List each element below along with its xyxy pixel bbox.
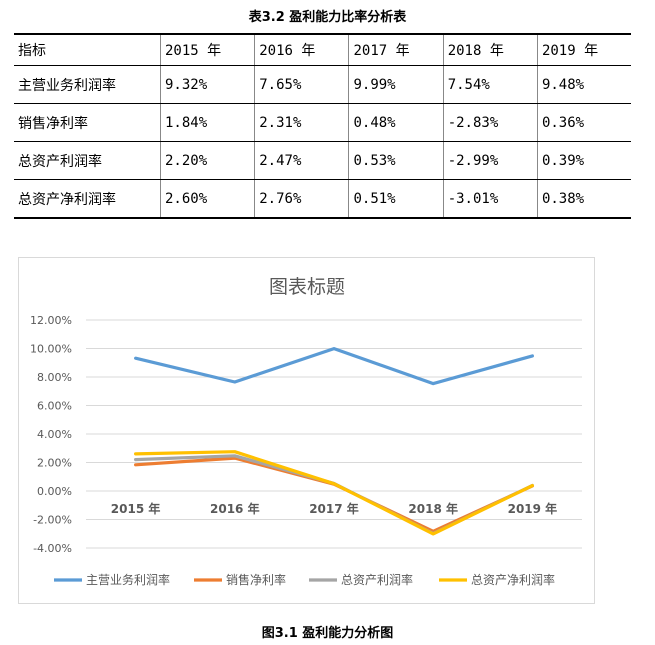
table-cell: 7.65% xyxy=(254,65,350,104)
figure-caption: 图3.1 盈利能力分析图 xyxy=(261,626,394,641)
table-cell: 2.47% xyxy=(254,141,350,180)
header-cell: 2015 年 xyxy=(159,33,256,66)
x-tick-label: 2015 年 xyxy=(111,501,161,516)
table-cell: 1.84% xyxy=(159,103,256,142)
legend-label: 销售净利率 xyxy=(226,572,286,587)
table-cell: -2.83% xyxy=(442,103,538,142)
x-tick-label: 2017 年 xyxy=(309,501,359,516)
table-cell: 0.39% xyxy=(536,141,631,180)
y-tick-label: 0.00% xyxy=(37,485,72,498)
header-cell: 2016 年 xyxy=(254,33,350,66)
header-cell: 指标 xyxy=(14,33,161,66)
table-cell: 0.38% xyxy=(536,179,631,219)
table-cell: 0.48% xyxy=(348,103,444,142)
line-chart: 图表标题 -4.00% -2.00% 0.00% 2.00% 4.00% 6.00% 8.00… xyxy=(18,257,595,604)
table-row: 总资产利润率 2.20% 2.47% 0.53% -2.99% 0.39% xyxy=(14,141,631,180)
table-cell: 2.20% xyxy=(159,141,256,180)
row-label: 总资产净利润率 xyxy=(14,179,161,219)
table-cell: 9.32% xyxy=(159,65,256,104)
table-cell: 0.36% xyxy=(536,103,631,142)
y-tick-label: 10.00% xyxy=(30,343,72,356)
table-caption: 表3.2 盈利能力比率分析表 xyxy=(248,10,407,25)
y-tick-label: 2.00% xyxy=(37,457,72,470)
ratio-table: 指标 2015 年 2016 年 2017 年 2018 年 2019 年 主营… xyxy=(14,33,631,219)
legend-label: 总资产利润率 xyxy=(341,572,413,587)
header-cell: 2017 年 xyxy=(348,33,444,66)
y-tick-label: 8.00% xyxy=(37,371,72,384)
header-cell: 2019 年 xyxy=(536,33,631,66)
chart-title: 图表标题 xyxy=(269,276,345,298)
table-cell: 0.53% xyxy=(348,141,444,180)
x-tick-label: 2016 年 xyxy=(210,501,260,516)
legend-label: 主营业务利润率 xyxy=(86,572,170,587)
header-cell: 2018 年 xyxy=(442,33,538,66)
table-cell: 9.99% xyxy=(348,65,444,104)
table-row: 主营业务利润率 9.32% 7.65% 9.99% 7.54% 9.48% xyxy=(14,65,631,104)
chart-canvas: 图表标题 -4.00% -2.00% 0.00% 2.00% 4.00% 6.00% 8.00… xyxy=(30,276,582,587)
series-line xyxy=(133,454,535,536)
legend-label: 总资产净利润率 xyxy=(471,572,555,587)
table-cell: 2.76% xyxy=(254,179,350,219)
series-line xyxy=(133,450,535,536)
x-tick-label: 2019 年 xyxy=(508,501,558,516)
x-tick-label: 2018 年 xyxy=(408,501,458,516)
y-tick-label: 4.00% xyxy=(37,428,72,441)
row-label: 主营业务利润率 xyxy=(14,65,161,104)
series-line xyxy=(133,346,535,386)
y-tick-label: -2.00% xyxy=(33,514,72,527)
row-label: 销售净利率 xyxy=(14,103,161,142)
table-cell: 7.54% xyxy=(442,65,538,104)
table-row: 销售净利率 1.84% 2.31% 0.48% -2.83% 0.36% xyxy=(14,103,631,142)
y-tick-label: 6.00% xyxy=(37,400,72,413)
table-cell: 0.51% xyxy=(348,179,444,219)
table-cell: 2.60% xyxy=(159,179,256,219)
table-header-row: 指标 2015 年 2016 年 2017 年 2018 年 2019 年 xyxy=(14,33,631,66)
table-row: 总资产净利润率 2.60% 2.76% 0.51% -3.01% 0.38% xyxy=(14,179,631,219)
row-label: 总资产利润率 xyxy=(14,141,161,180)
table-cell: -3.01% xyxy=(442,179,538,219)
series-line xyxy=(133,456,535,533)
table-cell: -2.99% xyxy=(442,141,538,180)
table-cell: 2.31% xyxy=(254,103,350,142)
y-tick-label: -4.00% xyxy=(33,542,72,555)
y-tick-label: 12.00% xyxy=(30,314,72,327)
table-cell: 9.48% xyxy=(536,65,631,104)
